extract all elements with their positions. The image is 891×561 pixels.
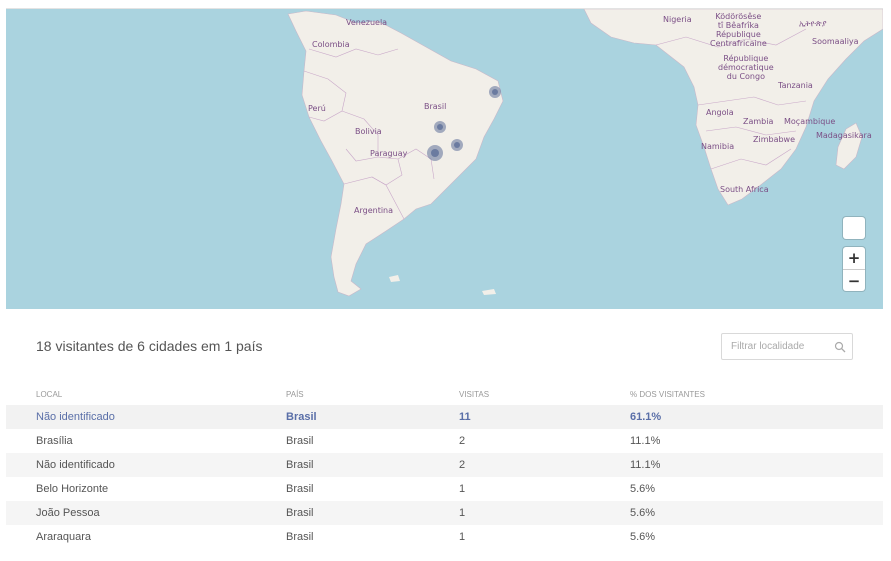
cell-local: Brasília [36,435,73,447]
location-filter[interactable] [721,333,853,360]
cell-visitas: 11 [459,405,630,429]
cell-pais: Brasil [286,483,314,495]
map-label-venezuela: Venezuela [346,18,388,27]
header-pais[interactable]: PAÍS [286,389,304,399]
table-row[interactable]: Não identificado Brasil 2 11.1% [6,453,883,477]
table-row[interactable]: João Pessoa Brasil 1 5.6% [6,501,883,525]
cell-local: Não identificado [6,453,286,477]
cell-pct: 5.6% [630,531,656,543]
map-label-brasil: Brasil [424,102,447,111]
map-label-zimbabwe: Zimbabwe [753,135,796,144]
cell-pais: Brasil [286,435,314,447]
map-label-angola: Angola [706,108,734,117]
cell-pais: Brasil [286,405,459,429]
table-row[interactable]: Brasília Brasil 2 11.1% [6,429,883,453]
map-label-nigeria: Nigeria [663,15,692,24]
cell-visitas: 2 [459,435,466,447]
cell-pais: Brasil [286,501,459,525]
header-local[interactable]: LOCAL [36,389,63,399]
table-row[interactable]: Belo Horizonte Brasil 1 5.6% [6,477,883,501]
map-label-argentina: Argentina [354,206,394,215]
header-visitas[interactable]: VISITAS [459,389,490,399]
table-row[interactable]: Araraquara Brasil 1 5.6% [6,525,883,549]
cell-pct: 5.6% [630,501,883,525]
cell-pct: 11.1% [630,435,661,447]
map-label-central-african-republic: Ködörösêse tî Bêafrîka République Centra… [710,12,767,48]
cell-pct: 61.1% [630,405,883,429]
madagascar-landmass [835,122,863,170]
cell-local: Belo Horizonte [36,483,109,495]
locations-table: LOCAL PAÍS VISITAS % DOS VISITANTES Não … [6,383,883,549]
map-label-somalia: Soomaaliya [812,37,859,46]
cell-pais: Brasil [286,453,459,477]
map-label-bolivia: Bolivia [355,127,382,136]
header-pct[interactable]: % DOS VISITANTES [630,389,705,399]
cell-visitas: 1 [459,501,630,525]
visitor-markers [427,86,501,161]
location-filter-input[interactable] [731,334,841,359]
map-label-paraguay: Paraguay [370,149,408,158]
map-label-colombia: Colombia [312,40,350,49]
zoom-out-button[interactable]: − [843,269,865,291]
cell-local: João Pessoa [6,501,286,525]
fullscreen-button[interactable] [843,217,865,239]
cell-local: Araraquara [36,531,92,543]
cell-local: Não identificado [6,405,286,429]
table-header-row: LOCAL PAÍS VISITAS % DOS VISITANTES [6,383,883,405]
map-label-namibia: Namibia [701,142,735,151]
cell-pais: Brasil [286,531,314,543]
world-map[interactable]: Venezuela Colombia Perú Brasil Bolivia P… [6,9,883,309]
map-label-drc: République démocratique du Congo [718,54,774,81]
cell-visitas: 1 [459,483,466,495]
cell-visitas: 1 [459,531,466,543]
country-borders [303,48,435,220]
zoom-control: + − [843,247,865,291]
visitor-locations-widget: Venezuela Colombia Perú Brasil Bolivia P… [6,8,883,561]
map-label-madagascar: Madagasikara [816,131,872,140]
map-label-ethiopia: ኢትዮጵያ [799,19,827,28]
cell-pct: 11.1% [630,453,883,477]
map-label-mozambique: Moçambique [784,117,836,126]
map-label-south-africa: South Africa [720,185,769,194]
cell-pct: 5.6% [630,483,656,495]
cell-visitas: 2 [459,453,630,477]
map-graphic [287,9,883,297]
zoom-in-button[interactable]: + [847,249,861,267]
south-america-landmass [287,10,504,297]
visitor-summary: 18 visitantes de 6 cidades em 1 país [36,338,263,354]
map-label-zambia: Zambia [743,117,774,126]
map-label-peru: Perú [308,104,326,113]
search-icon [834,341,846,353]
africa-borders [655,28,807,170]
table-row[interactable]: Não identificado Brasil 11 61.1% [6,405,883,429]
map-label-tanzania: Tanzania [778,81,813,90]
